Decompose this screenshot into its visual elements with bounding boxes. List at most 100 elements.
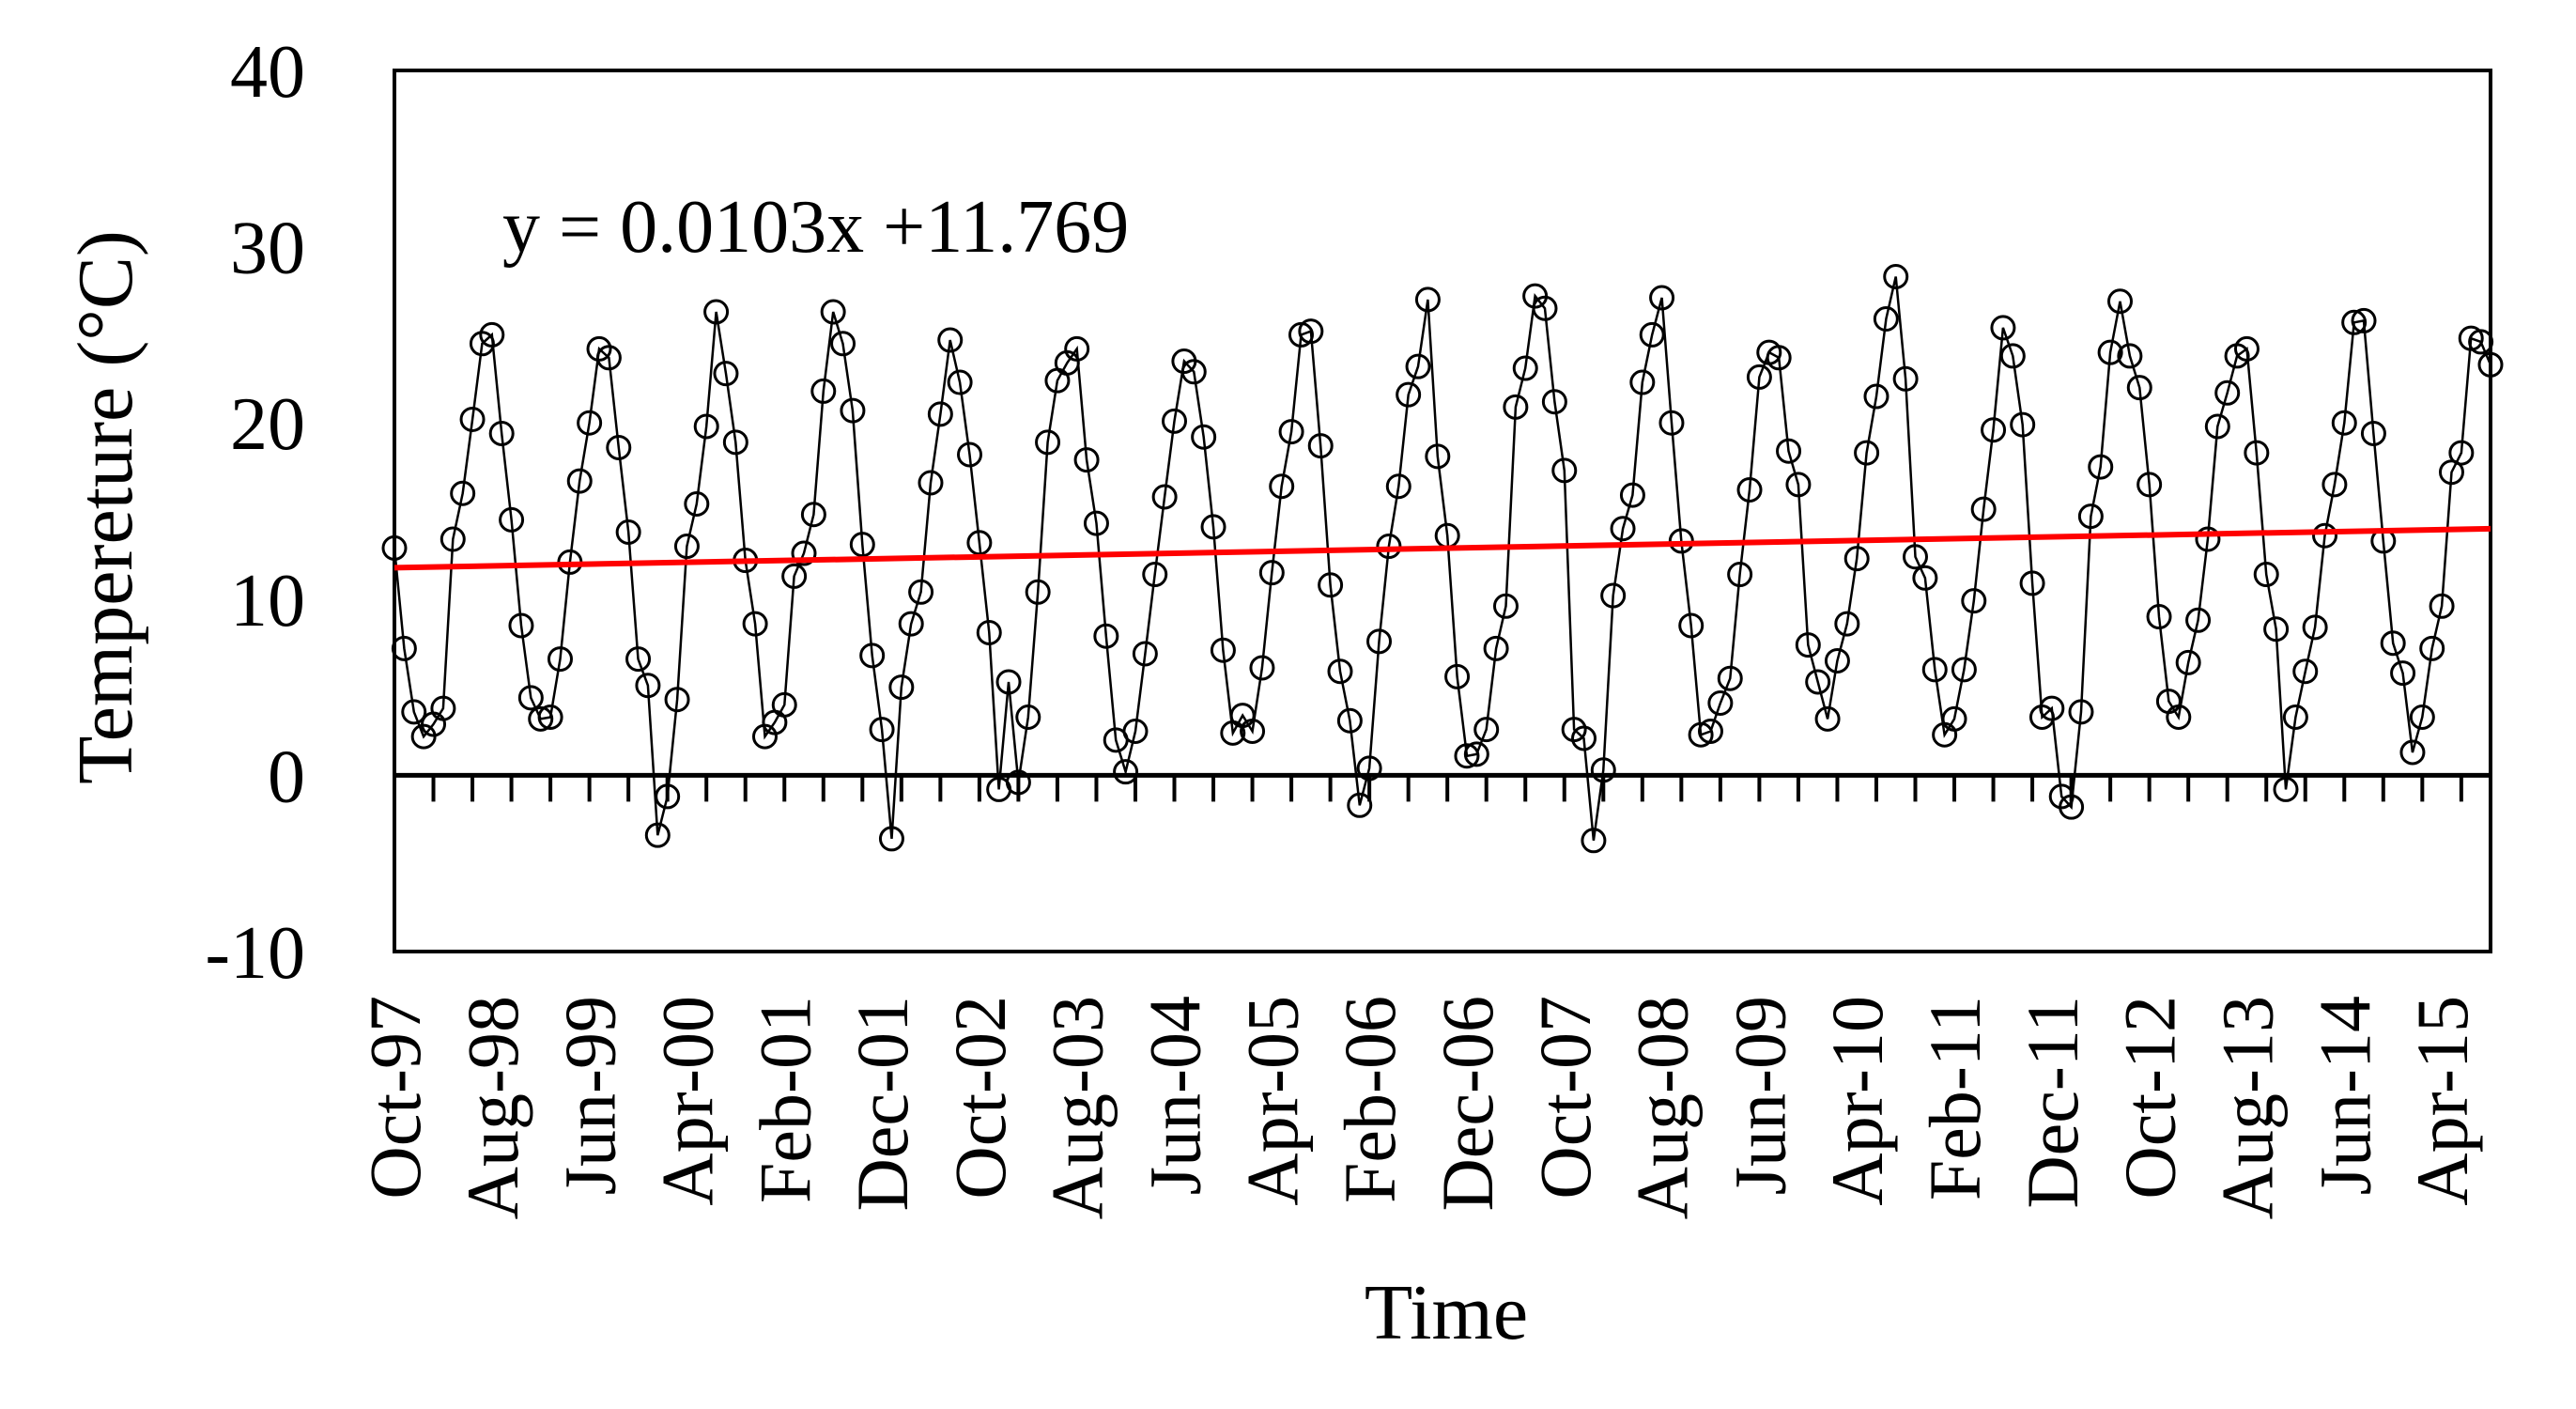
data-point [2302,614,2328,641]
x-tick-label: Oct-97 [354,996,436,1200]
data-point [1240,719,1266,744]
data-point [1649,285,1675,311]
data-point [499,506,525,533]
data-point [1629,369,1656,395]
data-point [1191,424,1217,450]
data-point [1658,410,1685,436]
data-point [1805,669,1831,695]
data-point [722,429,748,456]
y-tick-label: 40 [230,31,305,114]
data-point [450,480,476,506]
x-tick-label: Dec-06 [1427,996,1508,1212]
data-point [430,695,456,721]
data-point [2077,503,2104,530]
data-point [849,532,875,558]
data-point [2136,472,2163,498]
x-tick-label: Oct-07 [1524,996,1606,1200]
data-point [937,327,964,353]
data-point [1473,717,1500,743]
data-point [488,420,515,446]
data-point [547,646,573,673]
data-point [1366,628,1393,655]
data-point [781,563,808,589]
x-tick-label: Jun-14 [2304,996,2385,1195]
data-point [2351,307,2377,333]
data-point [1385,473,1411,500]
data-point [1902,544,1928,570]
data-point [684,490,710,517]
data-point [693,413,719,440]
data-point [1863,383,1890,410]
data-point [1717,665,1743,691]
data-point [517,685,544,711]
y-tick-label: 10 [230,560,305,643]
data-point [1785,472,1812,498]
data-point [1678,612,1704,639]
data-point [1132,641,1158,667]
data-point [1951,657,1977,683]
data-point [2292,658,2319,685]
data-point [830,331,856,357]
data-point [1113,759,1139,785]
data-point [2175,649,2201,675]
data-point [2253,562,2279,588]
data-point [644,822,671,848]
data-point [625,646,652,673]
data-point [528,705,554,732]
x-tick-label: Jun-99 [549,996,631,1195]
data-point [1492,593,1519,619]
data-point [615,519,641,546]
data-point [1083,510,1109,536]
data-point [635,673,661,699]
data-point [2263,616,2290,643]
data-point [1727,562,1753,588]
data-point [1590,757,1616,783]
data-point [1581,828,1607,854]
data-point [1210,637,1236,663]
data-point [1814,705,1841,732]
x-tick-label: Aug-13 [2206,996,2288,1219]
data-point [1921,657,1948,683]
data-point [664,687,690,713]
x-tick-label: Oct-12 [2109,996,2191,1200]
data-point [2185,607,2212,633]
data-point [1503,394,1529,420]
data-point [1843,546,1870,572]
x-tick-label: Apr-05 [1231,996,1313,1206]
data-point [810,378,837,404]
x-axis-minor-ticks [393,775,2463,802]
data-point [2321,472,2348,498]
data-point [1961,588,1987,614]
x-tick-label: Dec-01 [841,996,923,1212]
y-tick-label: 0 [268,735,305,818]
data-point [1025,579,1051,605]
data-point [1981,417,2007,443]
data-point [1970,496,1997,522]
x-tick-labels: Oct-97 Aug-98 Jun-99 Apr-00 Feb-01 Dec-01 Oct-… [354,996,2483,1219]
x-tick-label: Apr-10 [1816,996,1898,1206]
data-point [995,669,1022,695]
data-point [820,299,846,325]
data-point [966,530,993,556]
data-point [1541,389,1567,415]
temperature-series [393,276,2492,841]
x-tick-label: Jun-09 [1719,996,1800,1195]
data-point [1064,335,1090,362]
data-point [1327,658,1353,685]
data-point [1639,321,1665,348]
data-point [918,470,944,496]
data-point [2429,593,2455,619]
data-point [2126,375,2152,401]
data-point [440,526,466,552]
data-point [2195,526,2221,552]
data-point [1180,359,1207,385]
data-point [2097,339,2123,365]
y-tick-labels: -10 0 10 20 30 40 [205,31,305,995]
data-point [791,540,817,566]
data-point [2019,570,2045,596]
data-point [1619,482,1645,508]
y-tick-label: 20 [230,383,305,466]
trend-equation: y = 0.0103x +11.769 [502,186,1129,269]
data-point [878,826,904,852]
x-tick-label: Aug-03 [1037,996,1118,1219]
